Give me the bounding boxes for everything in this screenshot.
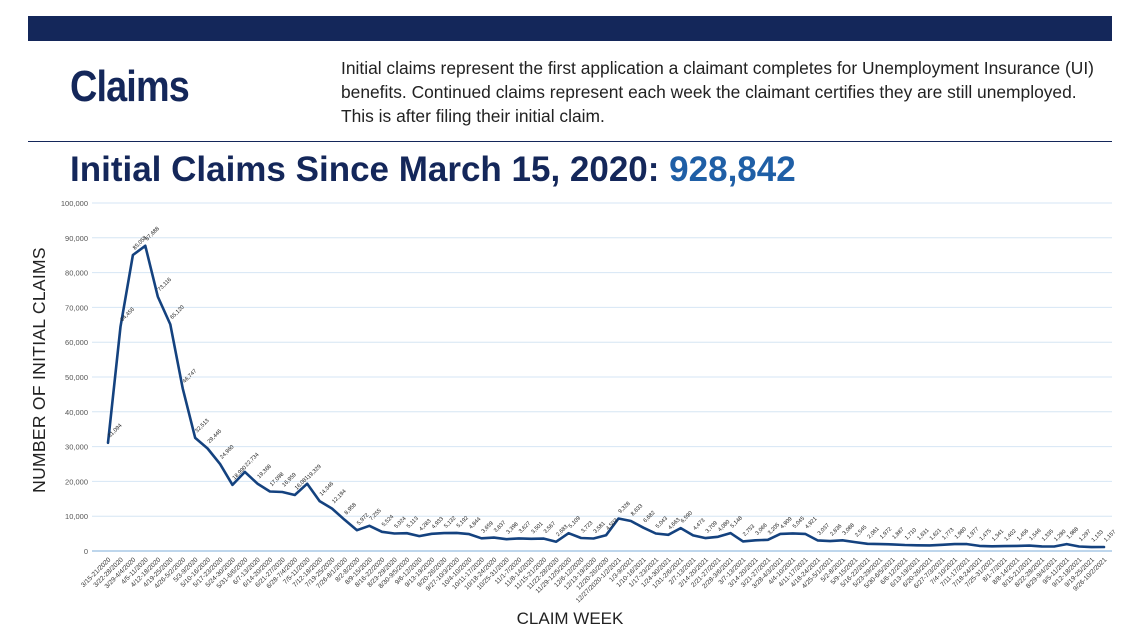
y-tick-label: 80,000 [65, 269, 88, 278]
y-tick-label: 10,000 [65, 512, 88, 521]
data-label: 1,133 [1091, 529, 1105, 543]
data-label: 3,723 [580, 520, 594, 534]
data-label: 7,255 [369, 508, 383, 522]
data-label: 3,398 [506, 521, 520, 535]
data-label: 3,501 [530, 521, 544, 535]
y-tick-label: 100,000 [61, 199, 88, 208]
data-label: 4,933 [431, 516, 445, 530]
headline: Initial Claims Since March 15, 2020: 928… [70, 150, 796, 190]
data-label: 6,682 [643, 510, 657, 524]
data-label: 3,037 [817, 523, 831, 537]
data-label: 19,329 [306, 464, 322, 480]
data-label: 5,045 [792, 516, 806, 530]
data-label: 3,659 [481, 521, 495, 535]
data-label: 8,633 [630, 503, 644, 517]
y-tick-label: 20,000 [65, 477, 88, 486]
data-label: 32,513 [194, 418, 210, 434]
data-label: 12,194 [331, 489, 347, 505]
data-label: 2,061 [867, 526, 881, 540]
intro-text: Initial claims represent the first appli… [341, 58, 1094, 126]
data-label: 8,958 [344, 502, 358, 516]
data-label: 1,475 [979, 528, 993, 542]
x-axis-ticks: 3/15-21/20203/22-28/20203/29-4/4/20204/5… [80, 556, 1109, 604]
data-label: 1,341 [991, 529, 1005, 543]
data-label: 1,773 [941, 527, 955, 541]
data-label: 4,844 [468, 516, 482, 530]
data-label: 6,590 [680, 510, 694, 524]
data-label: 5,132 [443, 515, 457, 529]
y-tick-label: 70,000 [65, 303, 88, 312]
data-label: 22,734 [244, 452, 260, 468]
data-label: 3,066 [755, 523, 769, 537]
x-axis-label: CLAIM WEEK [517, 609, 624, 628]
data-label: 1,621 [929, 528, 943, 542]
data-label: 1,456 [1016, 528, 1030, 542]
data-label: 1,631 [916, 528, 930, 542]
data-label: 4,909 [779, 516, 793, 530]
data-labels: 31,09464,45685,05887,68873,11665,12046,7… [107, 226, 1117, 544]
y-axis-ticks: 0 10,000 20,000 30,000 40,000 50,000 60,000 70,… [61, 199, 88, 556]
data-label: 5,113 [406, 516, 420, 530]
data-label: 1,402 [1004, 528, 1018, 542]
data-label: 5,972 [356, 512, 370, 526]
data-label: 87,688 [145, 226, 161, 242]
data-label: 3,709 [705, 520, 719, 534]
data-label: 1,887 [892, 527, 906, 541]
data-label: 5,148 [730, 515, 744, 529]
data-label: 1,546 [1028, 528, 1042, 542]
data-label: 19,368 [257, 464, 273, 480]
data-label: 1,980 [954, 526, 968, 540]
y-tick-label: 0 [84, 547, 88, 556]
y-tick-label: 40,000 [65, 408, 88, 417]
data-label: 5,024 [394, 516, 408, 530]
data-label: 2,836 [829, 523, 843, 537]
chart-gridlines [92, 202, 1112, 552]
data-label: 4,921 [804, 516, 818, 530]
y-tick-label: 90,000 [65, 234, 88, 243]
data-label: 5,109 [568, 515, 582, 529]
headline-label: Initial Claims Since March 15, 2020: [70, 150, 660, 189]
section-divider [28, 141, 1112, 142]
data-label: 14,346 [319, 481, 335, 497]
data-label: 1,972 [879, 526, 893, 540]
data-label: 3,627 [518, 521, 532, 535]
top-banner-bar [28, 16, 1112, 41]
y-tick-label: 30,000 [65, 443, 88, 452]
y-axis-label: NUMBER OF INITIAL CLAIMS [29, 247, 49, 493]
data-label: 73,116 [157, 277, 173, 293]
data-label: 29,446 [207, 429, 223, 445]
data-label: 1,157 [1103, 529, 1117, 543]
data-label: 2,753 [742, 524, 756, 538]
y-tick-label: 50,000 [65, 373, 88, 382]
page-heading: Claims [70, 62, 190, 111]
data-label: 1,710 [904, 527, 918, 541]
y-tick-label: 60,000 [65, 338, 88, 347]
headline-total: 928,842 [669, 150, 796, 189]
data-label: 1,297 [1078, 529, 1092, 543]
data-label: 1,335 [1041, 529, 1055, 543]
series-line [106, 244, 1106, 549]
